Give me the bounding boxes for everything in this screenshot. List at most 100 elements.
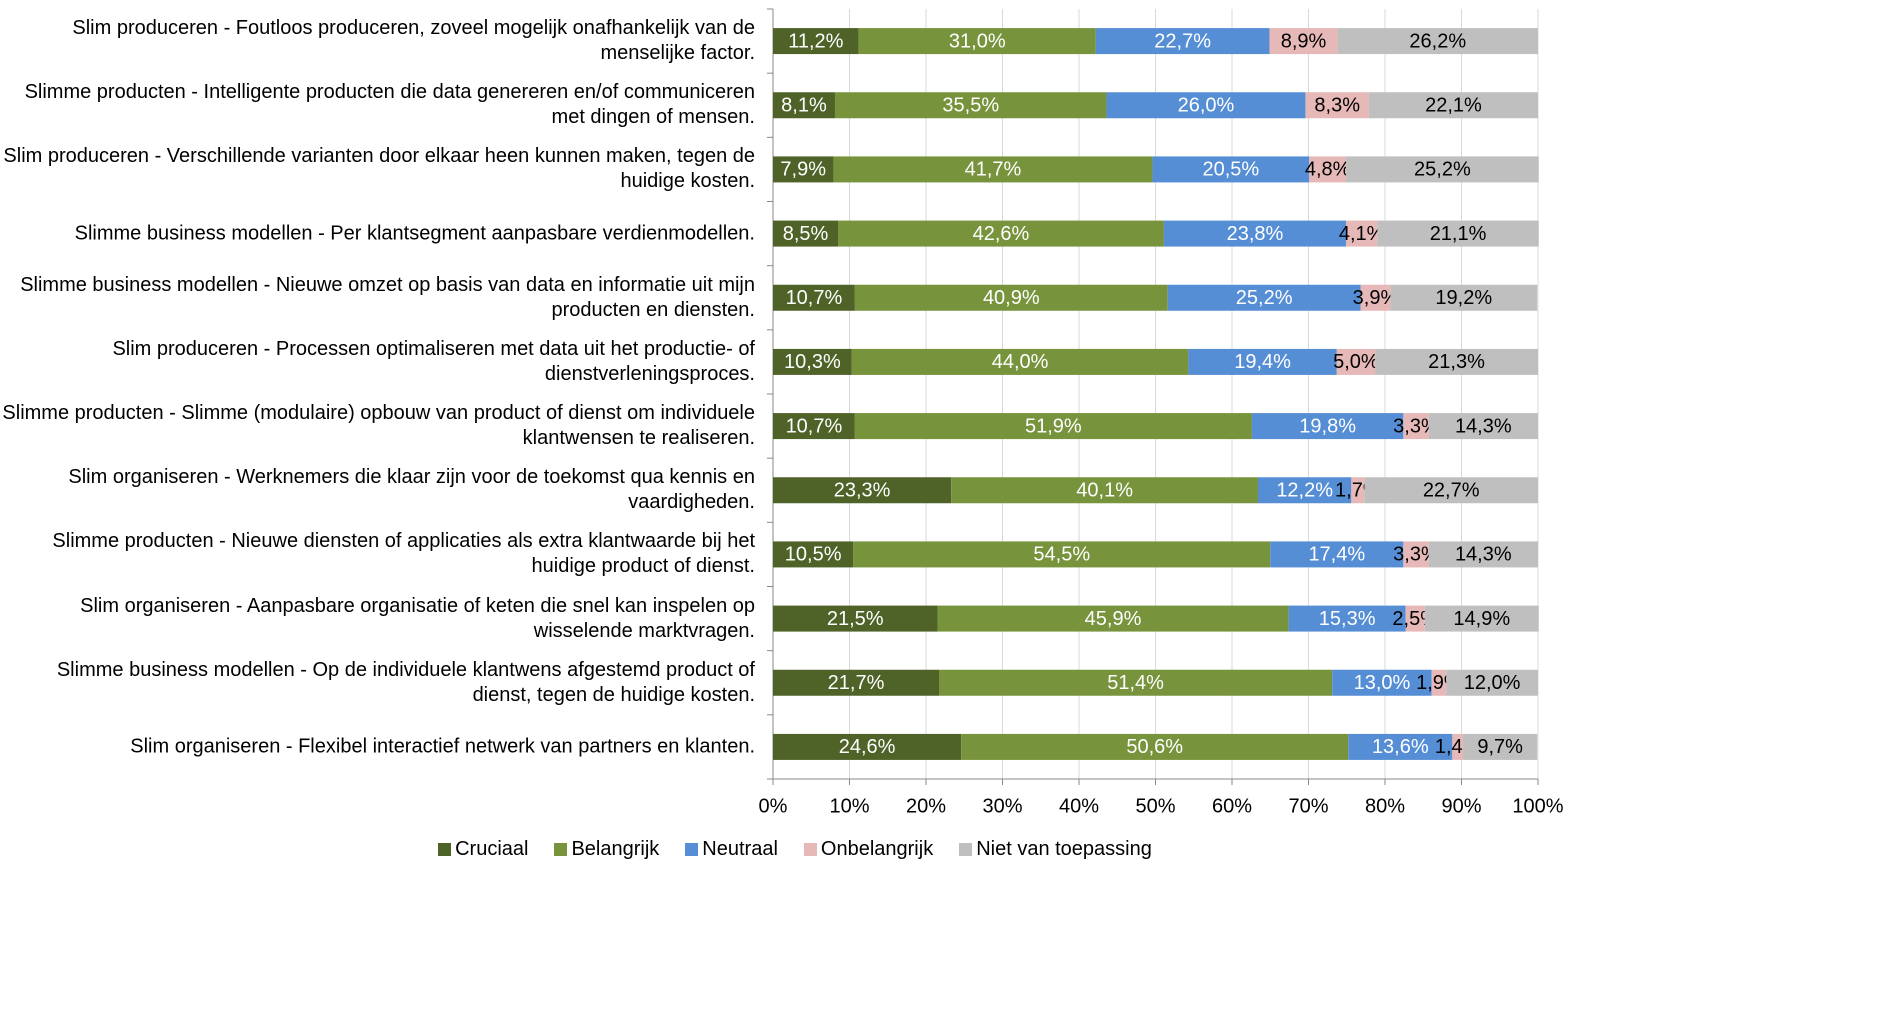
value-label: 23,8% (1227, 223, 1284, 245)
bar-segment (1405, 605, 1425, 632)
bar-segment (1351, 477, 1365, 504)
bar-segment (1377, 220, 1539, 247)
value-label: 19,4% (1234, 351, 1291, 373)
bar-segment (1270, 541, 1404, 568)
value-label: 22,1% (1425, 95, 1482, 117)
bar-segment (838, 220, 1164, 247)
value-label: 19,2% (1435, 287, 1492, 309)
value-label: 22,7% (1423, 480, 1480, 502)
bar-segment (1368, 92, 1538, 119)
bar-segment (1345, 220, 1378, 247)
value-label: 42,6% (973, 223, 1030, 245)
x-tick-label: 100% (1512, 795, 1563, 817)
bar-segment (851, 348, 1189, 375)
value-label: 54,5% (1033, 544, 1090, 566)
category-label: Slim organiseren - Flexibel interactief … (130, 735, 755, 758)
value-label: 21,5% (827, 608, 884, 630)
category-label: Slimme producten - Intelligente producte… (24, 81, 755, 129)
value-label: 3,3% (1393, 415, 1439, 437)
bar-segment (773, 92, 835, 119)
legend-item: Belangrijk (554, 838, 659, 861)
bar-segment (1428, 413, 1538, 440)
bar-segment (858, 28, 1096, 55)
bar-segment (773, 605, 938, 632)
category-label: Slimme business modellen - Nieuwe omzet … (20, 273, 755, 321)
value-label: 9,7% (1477, 736, 1523, 758)
value-label: 23,3% (834, 480, 891, 502)
bar-segment (1463, 733, 1538, 760)
legend-item: Onbelangrijk (803, 838, 933, 861)
bar-segment (834, 92, 1107, 119)
value-label: 10,5% (785, 544, 842, 566)
value-label: 8,3% (1314, 95, 1360, 117)
value-label: 3,9% (1353, 287, 1399, 309)
legend-swatch (438, 843, 452, 856)
bar-segment (1336, 348, 1376, 375)
bar-segment (1251, 413, 1404, 440)
value-label: 13,6% (1372, 736, 1429, 758)
category-label: Slimme business modellen - Op de individ… (56, 658, 755, 706)
value-label: 25,2% (1414, 159, 1471, 181)
legend-item: Neutraal (685, 838, 778, 861)
value-label: 40,9% (983, 287, 1040, 309)
value-label: 41,7% (965, 159, 1022, 181)
bar-segment (833, 156, 1153, 183)
bar-segment (1403, 413, 1429, 440)
bar-segment (1375, 348, 1538, 375)
bar-segment (1364, 477, 1538, 504)
legend-label: Cruciaal (455, 838, 529, 860)
value-label: 15,3% (1319, 608, 1376, 630)
value-label: 40,1% (1076, 480, 1133, 502)
bar-segment (1188, 348, 1337, 375)
legend-item: Cruciaal (438, 838, 528, 861)
value-label: 35,5% (942, 95, 999, 117)
bar-segment (1258, 477, 1352, 504)
bar-segment (854, 413, 1252, 440)
value-label: 19,8% (1299, 415, 1356, 437)
category-label: Slim produceren - Verschillende variante… (3, 145, 755, 193)
value-label: 31,0% (949, 30, 1006, 52)
bar-segment (773, 477, 952, 504)
value-label: 45,9% (1085, 608, 1142, 630)
legend-item: Niet van toepassing (959, 838, 1152, 861)
value-label: 11,2% (788, 30, 843, 52)
bar-segment (1345, 156, 1539, 183)
value-label: 7,9% (780, 159, 826, 181)
x-tick-label: 70% (1288, 795, 1328, 817)
bar-segment (773, 541, 854, 568)
value-label: 10,7% (786, 287, 843, 309)
value-label: 10,3% (784, 351, 841, 373)
value-label: 21,7% (828, 672, 885, 694)
bar-segment (773, 284, 855, 311)
bar-segment (1348, 733, 1453, 760)
bar-segment (854, 284, 1168, 311)
bar-segment (1360, 284, 1391, 311)
legend-label: Belangrijk (571, 838, 660, 860)
value-label: 14,3% (1455, 544, 1512, 566)
bar-segment (1167, 284, 1361, 311)
value-label: 14,3% (1455, 415, 1512, 437)
value-label: 8,9% (1281, 30, 1327, 52)
bar-segment (1309, 156, 1346, 183)
x-tick-label: 90% (1441, 795, 1481, 817)
bar-segment (937, 605, 1289, 632)
bar-segment (773, 220, 839, 247)
bar-segment (773, 28, 859, 55)
legend: Cruciaal Belangrijk Neutraal Onbelangrijk Ni… (400, 838, 1190, 861)
value-label: 14,9% (1453, 608, 1510, 630)
x-tick-label: 0% (759, 795, 788, 817)
x-tick-label: 50% (1135, 795, 1175, 817)
bar-segment (1428, 541, 1538, 568)
value-label: 51,9% (1025, 415, 1082, 437)
x-tick-label: 10% (829, 795, 869, 817)
bar-segment (1446, 669, 1538, 696)
category-label: Slimme business modellen - Per klantsegm… (74, 222, 755, 245)
category-label: Slim organiseren - Werknemers die klaar … (68, 466, 755, 514)
x-tick-label: 30% (982, 795, 1022, 817)
bar-segment (1390, 284, 1538, 311)
bar-segment (1288, 605, 1406, 632)
category-label: Slim produceren - Processen optimalisere… (112, 337, 755, 385)
bar-segment (1332, 669, 1432, 696)
value-label: 26,0% (1178, 95, 1235, 117)
